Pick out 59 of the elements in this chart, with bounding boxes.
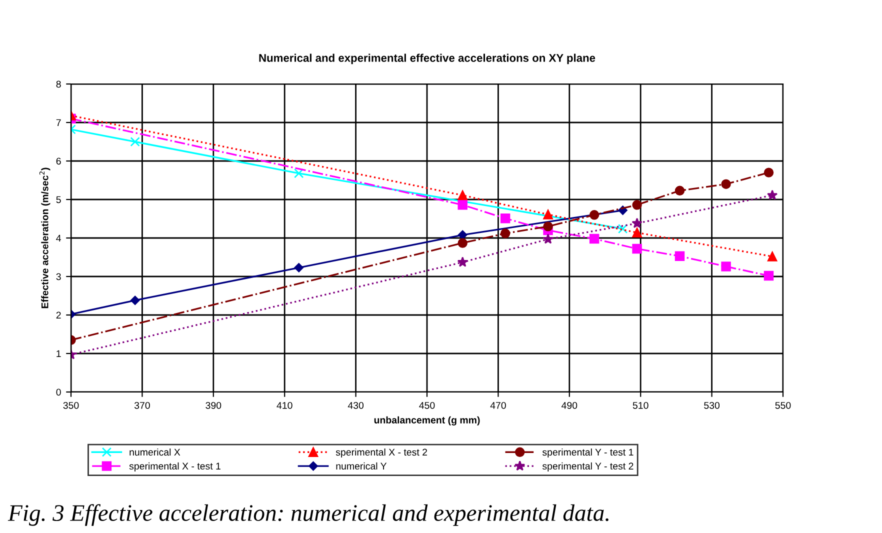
point — [764, 168, 774, 178]
x-axis-title: unbalancement (g mm) — [374, 416, 480, 426]
y-tick-label: 5 — [56, 196, 61, 204]
point — [543, 210, 553, 220]
legend-label: sperimental X - test 1 — [129, 462, 220, 472]
point — [500, 228, 510, 238]
point — [458, 200, 468, 210]
chart-title: Numerical and experimental effective accelerations on XY plane — [259, 54, 596, 64]
y-tick-label: 2 — [56, 312, 61, 319]
y-tick-label: 8 — [56, 80, 61, 88]
point — [457, 256, 468, 267]
x-tick-label: 530 — [704, 402, 720, 409]
legend-label: sperimental X - test 2 — [336, 448, 428, 458]
x-tick-label: 410 — [276, 402, 292, 409]
point — [130, 296, 140, 305]
point — [589, 234, 600, 244]
point — [618, 224, 628, 234]
x-tick-label: 550 — [775, 402, 791, 409]
point — [543, 222, 553, 232]
y-tick-label: 0 — [56, 388, 61, 396]
y-axis-title: Effective acceleration (m/sec$^{2}$) — [39, 168, 50, 308]
legend-label: sperimental Y - test 1 — [542, 448, 634, 458]
point — [764, 270, 774, 281]
point — [632, 218, 642, 228]
point — [632, 200, 642, 210]
point — [500, 214, 510, 224]
legend-label: sperimental Y - test 2 — [542, 462, 634, 472]
point — [632, 244, 642, 254]
point — [542, 234, 554, 244]
point — [632, 228, 642, 238]
y-tick-label: 6 — [56, 158, 61, 165]
caption: Fig. 3 Effective acceleration: numerical and experimental data. — [8, 504, 608, 526]
point — [458, 190, 468, 200]
x-tick-label: 430 — [348, 402, 364, 409]
x-tick-label: 470 — [490, 402, 506, 409]
y-tick-label: 1 — [56, 350, 61, 358]
point — [767, 252, 778, 262]
x-tick-label: 370 — [134, 402, 150, 409]
point — [674, 186, 685, 196]
legend-label: numerical X — [130, 448, 180, 456]
y-tick-label: 3 — [56, 273, 61, 280]
x-tick-label: 450 — [419, 402, 435, 409]
point — [721, 179, 731, 189]
point — [458, 230, 468, 240]
point — [589, 210, 600, 220]
point — [674, 251, 685, 261]
x-tick-label: 390 — [206, 402, 222, 409]
x-tick-label: 510 — [632, 402, 648, 409]
point — [458, 238, 468, 248]
y-tick-label: 7 — [56, 119, 61, 126]
legend-label: numerical Y — [336, 462, 387, 470]
x-tick-label: 490 — [562, 402, 578, 409]
point — [721, 262, 731, 272]
point — [294, 263, 304, 272]
point — [130, 136, 140, 147]
y-tick-label: 4 — [56, 234, 61, 242]
point — [294, 168, 304, 178]
x-tick-label: 350 — [63, 402, 79, 409]
point — [767, 190, 778, 200]
